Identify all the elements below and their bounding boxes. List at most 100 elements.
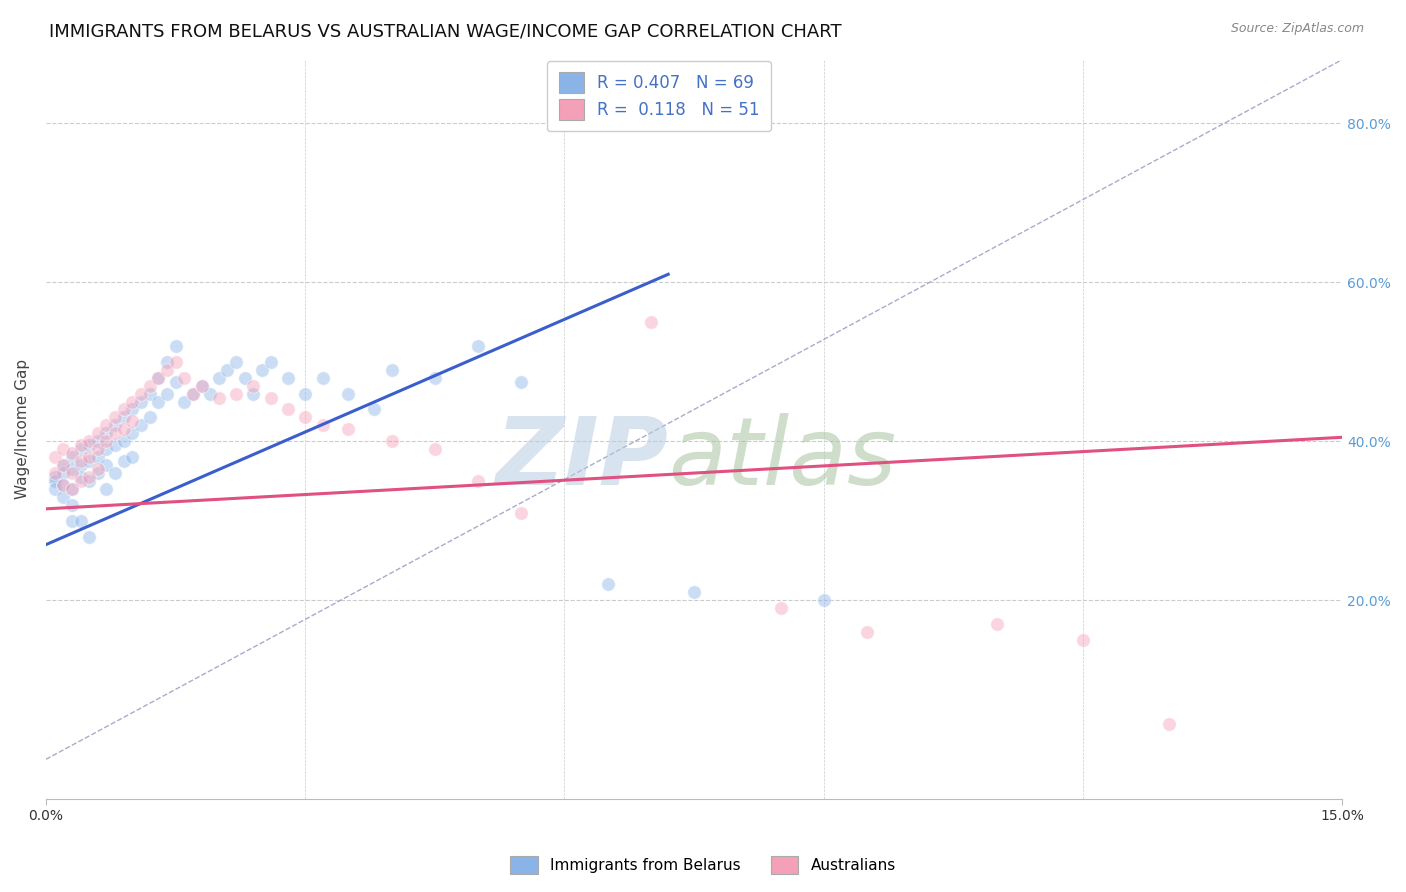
- Point: [986, 617, 1008, 632]
- Point: [165, 355, 187, 369]
- Point: [856, 625, 879, 640]
- Point: [423, 370, 446, 384]
- Point: [52, 458, 75, 472]
- Point: [260, 355, 283, 369]
- Point: [77, 470, 100, 484]
- Point: [467, 474, 489, 488]
- Point: [121, 426, 143, 441]
- Point: [294, 386, 316, 401]
- Text: ZIP: ZIP: [495, 413, 668, 505]
- Point: [165, 339, 187, 353]
- Point: [87, 450, 110, 465]
- Point: [77, 454, 100, 468]
- Point: [60, 514, 83, 528]
- Point: [44, 474, 66, 488]
- Point: [69, 514, 91, 528]
- Text: IMMIGRANTS FROM BELARUS VS AUSTRALIAN WAGE/INCOME GAP CORRELATION CHART: IMMIGRANTS FROM BELARUS VS AUSTRALIAN WA…: [49, 22, 842, 40]
- Point: [44, 466, 66, 480]
- Point: [104, 426, 127, 441]
- Point: [510, 506, 533, 520]
- Point: [129, 394, 152, 409]
- Legend: Immigrants from Belarus, Australians: Immigrants from Belarus, Australians: [503, 850, 903, 880]
- Point: [52, 466, 75, 480]
- Point: [112, 410, 135, 425]
- Point: [242, 378, 264, 392]
- Point: [87, 442, 110, 457]
- Point: [121, 450, 143, 465]
- Point: [225, 355, 247, 369]
- Point: [77, 438, 100, 452]
- Point: [337, 422, 360, 436]
- Point: [112, 434, 135, 449]
- Point: [112, 454, 135, 468]
- Point: [112, 402, 135, 417]
- Point: [148, 370, 170, 384]
- Point: [156, 362, 179, 376]
- Point: [60, 482, 83, 496]
- Point: [277, 370, 299, 384]
- Point: [190, 378, 212, 392]
- Point: [129, 418, 152, 433]
- Point: [181, 386, 204, 401]
- Point: [381, 434, 404, 449]
- Point: [596, 577, 619, 591]
- Point: [640, 315, 662, 329]
- Point: [813, 593, 835, 607]
- Point: [44, 450, 66, 465]
- Point: [77, 450, 100, 465]
- Point: [121, 414, 143, 428]
- Point: [77, 474, 100, 488]
- Point: [148, 370, 170, 384]
- Point: [156, 355, 179, 369]
- Point: [121, 402, 143, 417]
- Point: [69, 442, 91, 457]
- Point: [60, 462, 83, 476]
- Point: [311, 418, 333, 433]
- Point: [87, 426, 110, 441]
- Point: [52, 442, 75, 457]
- Point: [69, 470, 91, 484]
- Point: [96, 426, 118, 441]
- Point: [510, 375, 533, 389]
- Point: [208, 391, 231, 405]
- Point: [112, 422, 135, 436]
- Point: [87, 466, 110, 480]
- Point: [96, 418, 118, 433]
- Point: [250, 362, 273, 376]
- Point: [52, 490, 75, 504]
- Point: [138, 410, 160, 425]
- Point: [233, 370, 256, 384]
- Point: [1071, 633, 1094, 648]
- Point: [121, 394, 143, 409]
- Point: [198, 386, 221, 401]
- Point: [138, 386, 160, 401]
- Point: [277, 402, 299, 417]
- Point: [77, 530, 100, 544]
- Point: [60, 450, 83, 465]
- Point: [60, 498, 83, 512]
- Point: [69, 454, 91, 468]
- Point: [52, 478, 75, 492]
- Point: [87, 434, 110, 449]
- Point: [60, 466, 83, 480]
- Point: [52, 478, 75, 492]
- Point: [242, 386, 264, 401]
- Point: [69, 474, 91, 488]
- Point: [69, 458, 91, 472]
- Point: [52, 458, 75, 472]
- Point: [423, 442, 446, 457]
- Point: [148, 394, 170, 409]
- Point: [129, 386, 152, 401]
- Point: [138, 378, 160, 392]
- Point: [96, 482, 118, 496]
- Point: [60, 446, 83, 460]
- Point: [260, 391, 283, 405]
- Point: [44, 482, 66, 496]
- Point: [181, 386, 204, 401]
- Point: [190, 378, 212, 392]
- Point: [467, 339, 489, 353]
- Point: [683, 585, 706, 599]
- Point: [165, 375, 187, 389]
- Point: [96, 458, 118, 472]
- Point: [311, 370, 333, 384]
